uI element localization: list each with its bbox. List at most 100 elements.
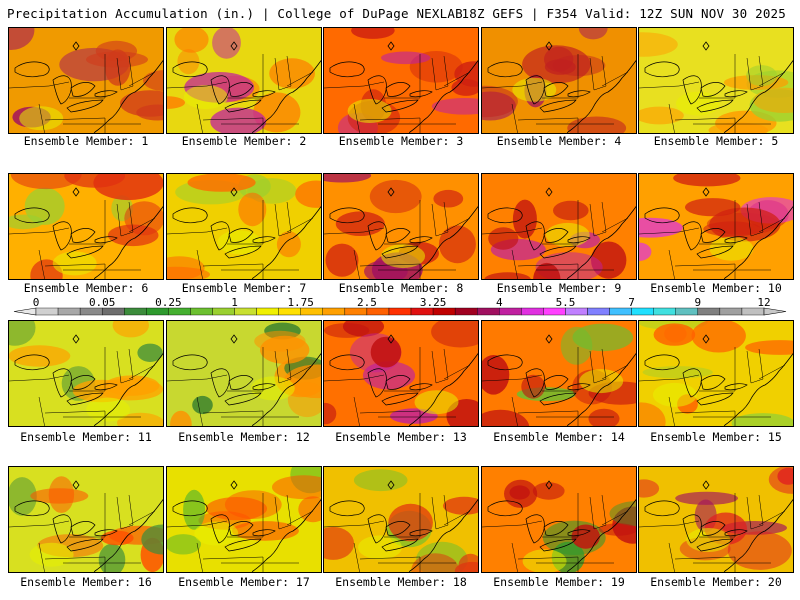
state-border	[593, 524, 607, 530]
ensemble-member-label: Ensemble Member: 7	[181, 281, 307, 295]
great-lake-outline	[696, 245, 734, 259]
precip-map	[167, 28, 321, 133]
state-border	[274, 350, 280, 384]
great-lake-outline	[487, 354, 523, 371]
state-border	[206, 520, 228, 526]
state-border	[668, 103, 675, 133]
great-lake-outline	[696, 99, 734, 113]
state-border	[48, 81, 70, 87]
ensemble-map-panel	[8, 173, 164, 280]
state-border	[167, 231, 208, 235]
great-lake-outline	[329, 500, 365, 517]
precip-contour	[709, 207, 781, 242]
state-border	[196, 103, 203, 133]
precip-contour	[768, 467, 793, 494]
ensemble-member-label: Ensemble Member: 13	[335, 430, 467, 444]
state-border	[196, 396, 203, 426]
ensemble-map-panel	[638, 173, 794, 280]
ensemble-map-panel	[638, 27, 794, 134]
precip-contour	[727, 531, 792, 570]
coastline	[93, 60, 163, 133]
ensemble-map-panel	[8, 27, 164, 134]
valid-time-title: 18Z GEFS | F354 Valid: 12Z SUN NOV 30 20…	[461, 6, 786, 21]
state-border	[482, 231, 523, 235]
state-border	[359, 263, 421, 267]
state-border	[9, 231, 50, 235]
precip-map	[9, 174, 163, 279]
state-border	[589, 496, 595, 530]
state-border	[593, 231, 607, 237]
colorbar-swatch	[212, 307, 235, 316]
ensemble-member-label: Ensemble Member: 17	[178, 575, 310, 589]
colorbar-swatch	[278, 307, 301, 316]
great-lake-outline	[252, 236, 276, 244]
precip-contour	[324, 402, 337, 425]
state-border	[601, 217, 629, 233]
state-border	[589, 57, 595, 91]
precip-contour	[9, 321, 36, 346]
great-lake-outline	[525, 514, 545, 544]
ensemble-map-panel	[481, 173, 637, 280]
state-border	[196, 542, 203, 572]
precip-contour	[358, 535, 402, 560]
state-border	[359, 410, 421, 414]
precip-contour	[451, 79, 478, 96]
precip-contour	[673, 174, 741, 187]
colorbar-swatch	[57, 307, 81, 316]
colorbar-tick-label: 12	[757, 296, 770, 309]
precip-contour	[260, 335, 310, 364]
state-border	[286, 364, 314, 380]
great-lake-outline	[14, 500, 50, 517]
state-border	[639, 85, 680, 89]
colorbar-swatch	[719, 307, 743, 316]
ensemble-map-panel	[323, 173, 479, 280]
state-border	[206, 227, 228, 233]
colorbar-swatch	[124, 307, 147, 316]
great-lake-outline	[381, 245, 419, 259]
ensemble-member-label: Ensemble Member: 6	[23, 281, 149, 295]
state-border	[9, 85, 50, 89]
state-border	[758, 217, 786, 233]
state-border	[128, 510, 156, 526]
station-marker-icon	[230, 480, 238, 490]
precip-contour	[112, 321, 149, 338]
great-lake-outline	[644, 500, 680, 517]
great-lake-outline	[700, 375, 726, 390]
great-lake-outline	[52, 221, 72, 251]
great-lake-outline	[14, 207, 50, 224]
great-lake-outline	[172, 61, 208, 78]
ensemble-map-panel	[8, 466, 164, 573]
state-border	[44, 263, 106, 267]
precip-contour	[325, 243, 359, 277]
precip-contour	[351, 28, 395, 39]
great-lake-outline	[644, 61, 680, 78]
colorbar-swatch	[741, 307, 765, 316]
state-border	[443, 71, 471, 87]
state-border	[128, 348, 134, 380]
precip-contour	[362, 361, 416, 390]
colorbar-swatch	[499, 307, 522, 316]
state-border	[511, 542, 518, 572]
great-lake-outline	[700, 521, 726, 536]
state-border	[593, 378, 607, 384]
precip-contour	[192, 395, 213, 415]
precip-contour	[532, 482, 565, 500]
state-border	[482, 85, 523, 89]
great-lake-outline	[543, 228, 569, 243]
great-lake-outline	[381, 392, 419, 406]
precip-contour	[170, 410, 192, 426]
precip-contour	[753, 87, 793, 113]
state-border	[278, 231, 292, 237]
great-lake-outline	[525, 221, 545, 251]
state-border	[750, 85, 764, 91]
state-border	[324, 231, 365, 235]
state-border	[38, 396, 45, 426]
precip-contour	[579, 369, 624, 394]
station-marker-icon	[702, 334, 710, 344]
precip-contour	[24, 187, 65, 225]
great-lake-outline	[381, 99, 419, 113]
precip-contour	[443, 496, 478, 515]
precip-contour	[210, 107, 267, 133]
great-lake-outline	[367, 75, 387, 105]
state-border	[443, 55, 449, 87]
